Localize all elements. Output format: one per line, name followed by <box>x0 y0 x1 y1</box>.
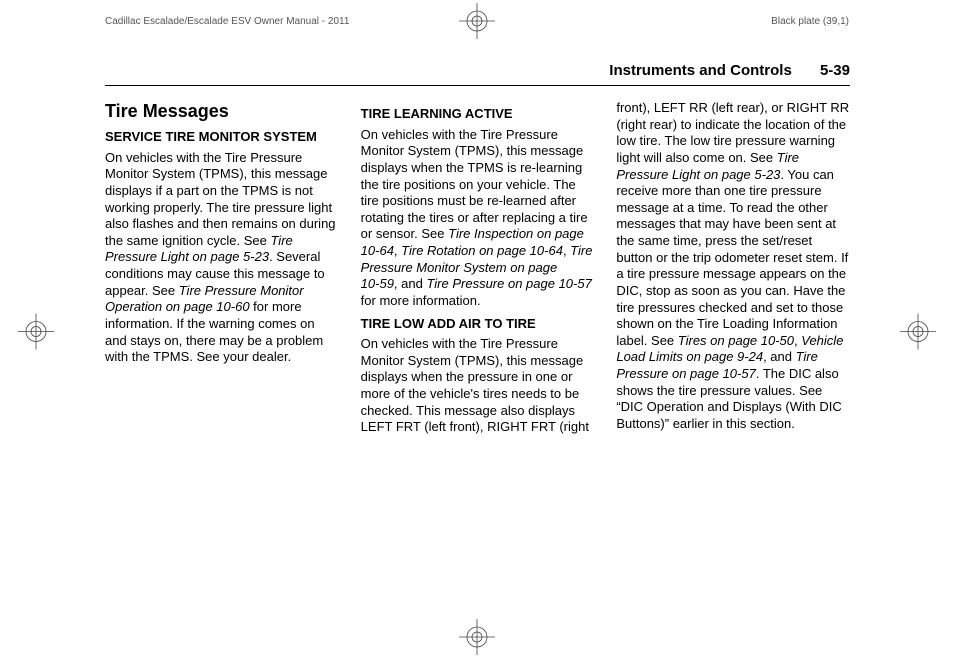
paragraph: front), LEFT RR (left rear), or RIGHT RR… <box>616 100 850 433</box>
print-header: Cadillac Escalade/Escalade ESV Owner Man… <box>0 11 954 31</box>
column-3: front), LEFT RR (left rear), or RIGHT RR… <box>616 100 850 442</box>
running-head: Instruments and Controls 5-39 <box>105 62 850 86</box>
text-columns: Tire Messages SERVICE TIRE MONITOR SYSTE… <box>105 100 850 442</box>
right-registration-mark <box>900 314 936 355</box>
column-2: TIRE LEARNING ACTIVE On vehicles with th… <box>361 100 595 442</box>
page-number: 5-39 <box>820 62 850 79</box>
manual-title: Cadillac Escalade/Escalade ESV Owner Man… <box>105 16 452 27</box>
top-registration-mark <box>452 3 502 39</box>
heading-tire-learning-active: TIRE LEARNING ACTIVE <box>361 106 595 123</box>
heading-tire-messages: Tire Messages <box>105 100 339 123</box>
xref-tire-pressure: Tire Pressure on page 10‑57 <box>426 276 591 291</box>
column-1: Tire Messages SERVICE TIRE MONITOR SYSTE… <box>105 100 339 442</box>
paragraph: On vehicles with the Tire Pressure Monit… <box>361 127 595 310</box>
page-content: Instruments and Controls 5-39 Tire Messa… <box>105 62 850 562</box>
heading-service-tire-monitor: SERVICE TIRE MONITOR SYSTEM <box>105 129 339 146</box>
xref-tires: Tires on page 10‑50 <box>678 333 794 348</box>
paragraph: On vehicles with the Tire Pressure Monit… <box>361 336 595 436</box>
paragraph: On vehicles with the Tire Pressure Monit… <box>105 150 339 366</box>
left-registration-mark <box>18 314 54 355</box>
section-title: Instruments and Controls <box>609 62 792 79</box>
heading-tire-low-add-air: TIRE LOW ADD AIR TO TIRE <box>361 316 595 333</box>
plate-info: Black plate (39,1) <box>502 16 849 27</box>
xref-tire-rotation: Tire Rotation on page 10‑64 <box>401 243 563 258</box>
bottom-registration-mark <box>459 619 495 660</box>
